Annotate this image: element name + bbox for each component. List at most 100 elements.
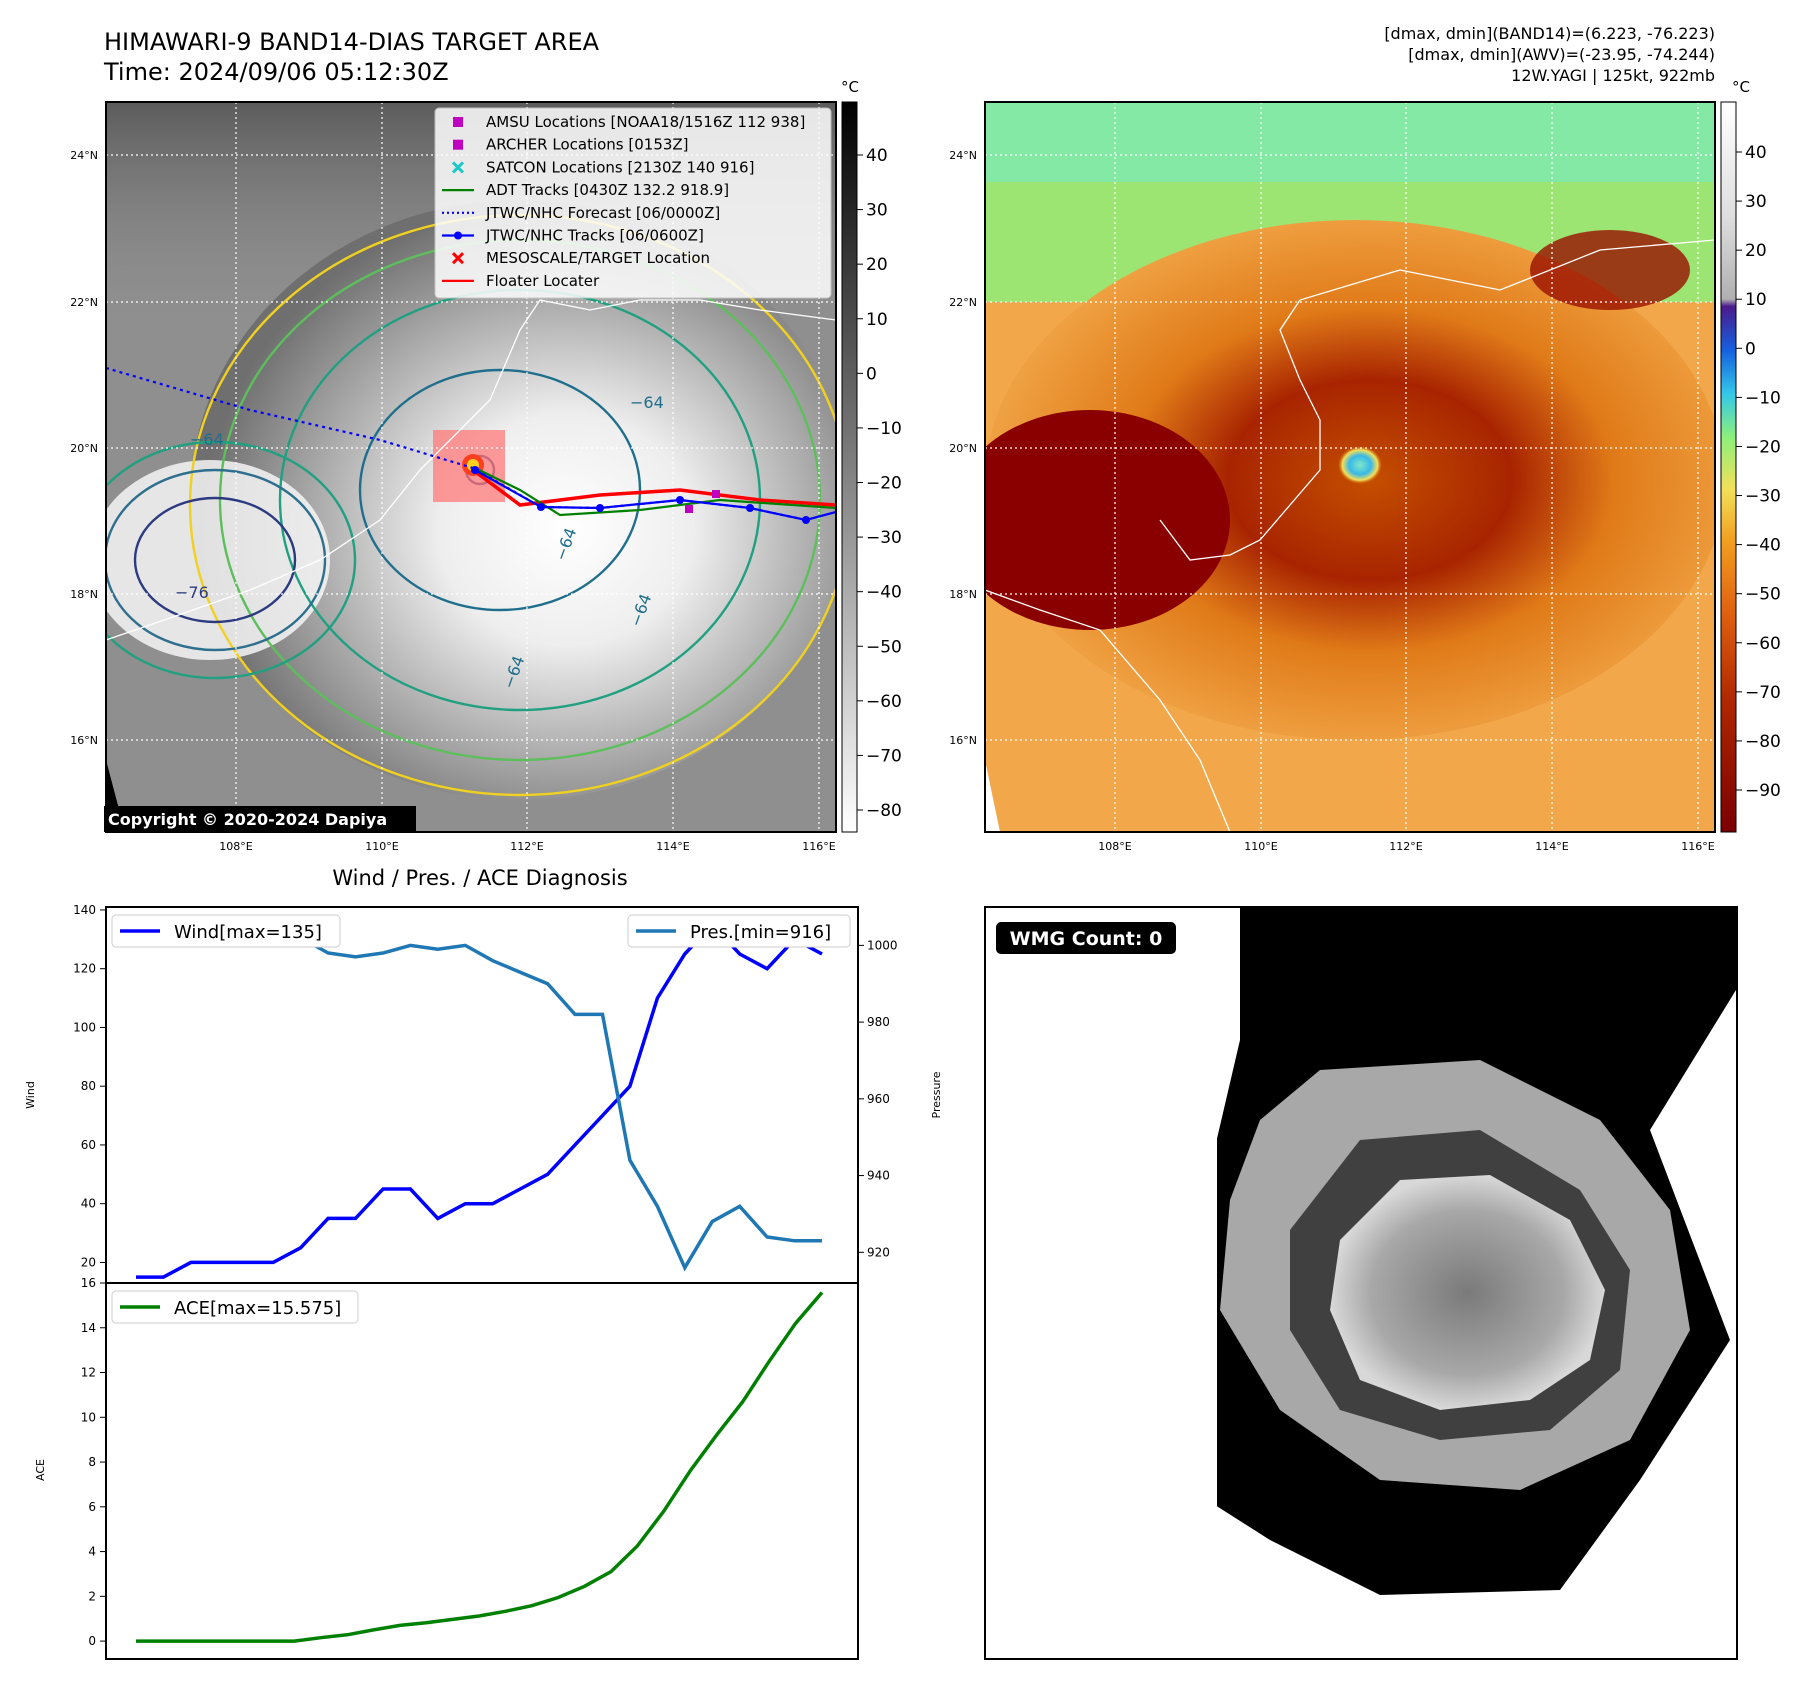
ace-tick-label: 16 (81, 1276, 96, 1290)
legend-label: JTWC/NHC Forecast [06/0000Z] (485, 204, 720, 222)
colorbar-tick-label: −70 (866, 746, 902, 766)
wmg-panel: WMG Count: 0 (984, 906, 1738, 1660)
lat-label: 22°N (70, 296, 98, 309)
colorbar-tick-label: 30 (1745, 192, 1767, 212)
colorbar-tick-label: 0 (1745, 339, 1756, 359)
colorbar-tick-label: 30 (866, 201, 888, 221)
legend-entry: ARCHER Locations [0153Z] (453, 136, 689, 154)
colorbar-tick-label: −90 (1745, 781, 1781, 801)
colorbar-tick-label: −50 (866, 637, 902, 657)
ace-series-line (136, 1291, 824, 1643)
colorbar-tick-label: 20 (866, 255, 888, 275)
colorbar-tick-label: −70 (1745, 683, 1781, 703)
lat-label: 20°N (949, 442, 977, 455)
colorbar-tick-label: −10 (1745, 388, 1781, 408)
pressure-tick-label: 1000 (867, 938, 898, 952)
colorbar-tick-label: 10 (866, 310, 888, 330)
ace-tick-label: 2 (88, 1589, 96, 1603)
lon-label: 108°E (219, 840, 252, 853)
legend-entry: SATCON Locations [2130Z 140 916] (451, 158, 754, 176)
lat-label: 20°N (70, 442, 98, 455)
lat-label: 16°N (949, 734, 977, 747)
colorbar-tick-label: 40 (1745, 143, 1767, 163)
legend-entry: JTWC/NHC Forecast [06/0000Z] (442, 204, 720, 222)
lon-label: 116°E (1681, 840, 1714, 853)
lon-label: 116°E (802, 840, 835, 853)
colorbar-tick-label: −60 (1745, 634, 1781, 654)
contour-label: −64 (190, 430, 224, 449)
wind-legend-label: Wind[max=135] (174, 922, 322, 943)
lat-label: 22°N (949, 296, 977, 309)
colorbar-unit: °C (1732, 78, 1750, 96)
legend-entry: ADT Tracks [0430Z 132.2 918.9] (442, 181, 729, 199)
lon-label: 112°E (1389, 840, 1422, 853)
pressure-axis-label: Pressure (930, 1071, 943, 1118)
wind-legend: Wind[max=135] (111, 914, 341, 948)
colorbar-tick-label: −30 (1745, 487, 1781, 507)
legend-label: Floater Locater (486, 272, 600, 290)
ace-tick-label: 14 (81, 1321, 96, 1335)
colorbar-tick-label: −30 (866, 528, 902, 548)
legend-entry: Floater Locater (442, 272, 600, 290)
colorbar-tick-label: −20 (1745, 437, 1781, 457)
info-awv: [dmax, dmin](AWV)=(-23.95, -74.244) (1408, 45, 1715, 64)
map-legend: AMSU Locations [NOAA18/1516Z 112 938] ARC… (434, 107, 832, 299)
lat-label: 18°N (949, 588, 977, 601)
colorbar-left: °C 40 30 20 10 0 −10 −20 −30 −40 −50 −60 −70 −80 (841, 78, 902, 833)
colorbar-tick-label: 20 (1745, 241, 1767, 261)
lon-label: 112°E (510, 840, 543, 853)
ace-axis-label: ACE (34, 1459, 47, 1481)
colorbar-tick-label: 40 (866, 146, 888, 166)
lat-label: 24°N (949, 149, 977, 162)
legend-marker (454, 231, 462, 240)
wind-tick-label: 80 (81, 1079, 96, 1093)
legend-entry: MESOSCALE/TARGET Location (451, 249, 710, 267)
legend-label: JTWC/NHC Tracks [06/0600Z] (485, 227, 704, 245)
ace-tick-label: 12 (81, 1366, 96, 1380)
colorbar-unit: °C (841, 78, 859, 96)
figure-time: Time: 2024/09/06 05:12:30Z (103, 58, 449, 86)
figure-title: HIMAWARI-9 BAND14-DIAS TARGET AREA (104, 28, 600, 56)
colorbar-right: °C 40 30 20 10 0 −10 −20 −30 −40 −50 −60 −70 −80 −90 (1720, 78, 1781, 833)
ace-tick-label: 8 (88, 1455, 96, 1469)
lon-label: 110°E (365, 840, 398, 853)
colorbar-tick-label: 10 (1745, 290, 1767, 310)
pressure-legend-label: Pres.[min=916] (690, 922, 831, 943)
coastline (106, 299, 836, 641)
wind-tick-label: 100 (73, 1020, 96, 1034)
ace-chart: 16 14 12 10 8 6 4 2 0 ACE ACE[max=15.575] (34, 1276, 859, 1660)
legend-label: ADT Tracks [0430Z 132.2 918.9] (486, 181, 729, 199)
legend-marker (451, 252, 465, 265)
legend-entry: JTWC/NHC Tracks [06/0600Z] (442, 227, 704, 245)
colorbar-tick-label: −40 (1745, 536, 1781, 556)
colorbar-tick-label: 0 (866, 364, 877, 384)
ace-legend-label: ACE[max=15.575] (174, 1298, 341, 1319)
wind-tick-label: 120 (73, 962, 96, 976)
lon-label: 114°E (656, 840, 689, 853)
wind-tick-label: 60 (81, 1138, 96, 1152)
ace-tick-label: 0 (88, 1634, 96, 1648)
lat-label: 24°N (70, 149, 98, 162)
ace-tick-label: 4 (88, 1545, 96, 1559)
pressure-tick-label: 940 (867, 1169, 890, 1183)
contour-label: −64 (630, 393, 664, 412)
legend-marker (453, 117, 463, 127)
legend-label: AMSU Locations [NOAA18/1516Z 112 938] (486, 113, 805, 131)
lat-label: 16°N (70, 734, 98, 747)
contour-label: −76 (175, 583, 209, 602)
pressure-tick-label: 980 (867, 1015, 890, 1029)
copyright-text: Copyright © 2020-2024 Dapiya (108, 810, 387, 829)
diagnosis-title: Wind / Pres. / ACE Diagnosis (332, 866, 627, 890)
legend-label: SATCON Locations [2130Z 140 916] (486, 158, 754, 176)
lon-label: 110°E (1244, 840, 1277, 853)
ace-legend: ACE[max=15.575] (111, 1290, 359, 1324)
colorbar-tick-label: −80 (866, 801, 902, 821)
wind-tick-label: 140 (73, 903, 96, 917)
colorbar-tick-label: −10 (866, 419, 902, 439)
colorbar-tick-label: −60 (866, 692, 902, 712)
ace-tick-label: 6 (88, 1500, 96, 1514)
wmg-count: WMG Count: 0 (1010, 928, 1163, 950)
lon-label: 114°E (1535, 840, 1568, 853)
legend-entry: AMSU Locations [NOAA18/1516Z 112 938] (453, 113, 805, 131)
